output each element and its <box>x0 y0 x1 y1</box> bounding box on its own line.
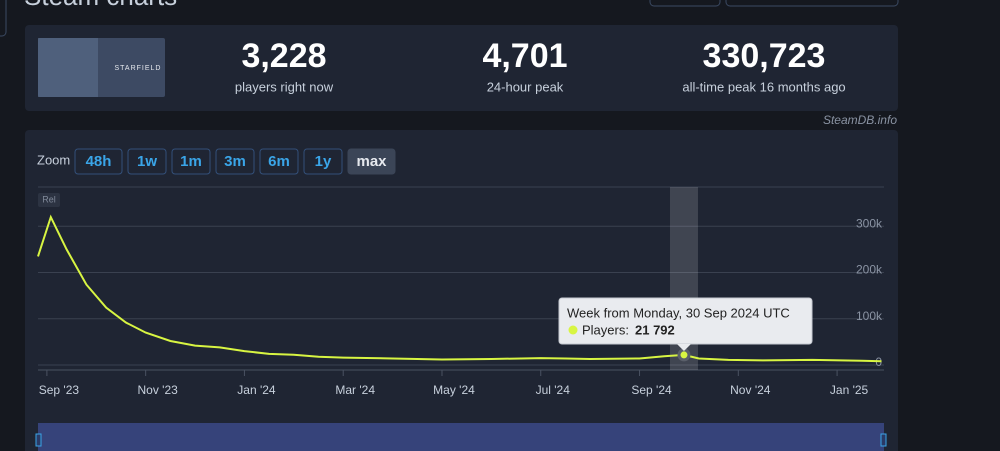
zoom-label: Zoom <box>37 152 70 167</box>
zoom-button[interactable] <box>74 148 123 175</box>
zoom-button-text: 1m <box>180 153 202 170</box>
x-tick-label: Nov '23 <box>138 383 179 397</box>
stats-panel <box>25 25 898 111</box>
y-tick-label: 300k <box>856 216 883 230</box>
zoom-button-text: 1w <box>137 153 157 170</box>
watermark[interactable]: SteamDB.info <box>823 113 897 127</box>
x-tick-label: Sep '24 <box>631 383 672 397</box>
tooltip-value: 21 792 <box>635 322 675 337</box>
image-text: STARFIELD <box>115 65 162 72</box>
x-tick-label: Nov '24 <box>730 383 771 397</box>
tooltip-title: Week from Monday, 30 Sep 2024 UTC <box>567 305 790 320</box>
y-tick-label: 100k <box>856 309 883 323</box>
navigator[interactable] <box>38 423 884 451</box>
x-tick-label: Mar '24 <box>335 383 375 397</box>
zoom-button[interactable] <box>127 148 167 175</box>
stat-value: 4,701 <box>482 37 567 75</box>
zoom-button-text: max <box>356 153 387 170</box>
image-art <box>38 38 98 97</box>
stat-label: all-time peak 16 months ago <box>682 79 845 94</box>
x-tick-label: Jul '24 <box>536 383 571 397</box>
zoom-button-text: 1y <box>315 153 332 170</box>
stat-value: 3,228 <box>241 37 326 75</box>
zoom-button[interactable] <box>171 148 211 175</box>
x-tick-label: Jan '24 <box>237 383 276 397</box>
x-tick-label: May '24 <box>433 383 475 397</box>
stat-label: 24-hour peak <box>487 79 564 94</box>
x-tick-label: Jan '25 <box>830 383 869 397</box>
zoom-button[interactable] <box>347 148 396 175</box>
navigator-handle[interactable] <box>35 433 42 447</box>
zoom-button[interactable] <box>303 148 343 175</box>
rel-badge <box>38 193 60 207</box>
y-tick-label: 200k <box>856 263 883 277</box>
tooltip-arrow <box>676 344 691 351</box>
chart-panel <box>25 130 898 451</box>
navigator-handle[interactable] <box>880 433 887 447</box>
hover-point <box>677 348 691 362</box>
top-button[interactable] <box>649 0 721 7</box>
side-tab <box>0 0 7 37</box>
top-button[interactable] <box>725 0 899 7</box>
tooltip-label: Players: <box>582 322 629 337</box>
x-tick-label: Sep '23 <box>39 383 80 397</box>
line <box>37 214 882 363</box>
zoom-button[interactable] <box>259 148 299 175</box>
page-title: Steam charts <box>24 0 177 11</box>
zoom-button-text: 6m <box>268 153 290 170</box>
zoom-button-text: 3m <box>224 153 246 170</box>
tooltip-swatch <box>568 325 578 335</box>
stat-value: 330,723 <box>703 37 826 75</box>
zoom-button-text: 48h <box>86 153 112 170</box>
rel-badge-text: Rel <box>42 194 56 204</box>
zoom-button[interactable] <box>215 148 255 175</box>
stat-label: players right now <box>235 79 334 94</box>
